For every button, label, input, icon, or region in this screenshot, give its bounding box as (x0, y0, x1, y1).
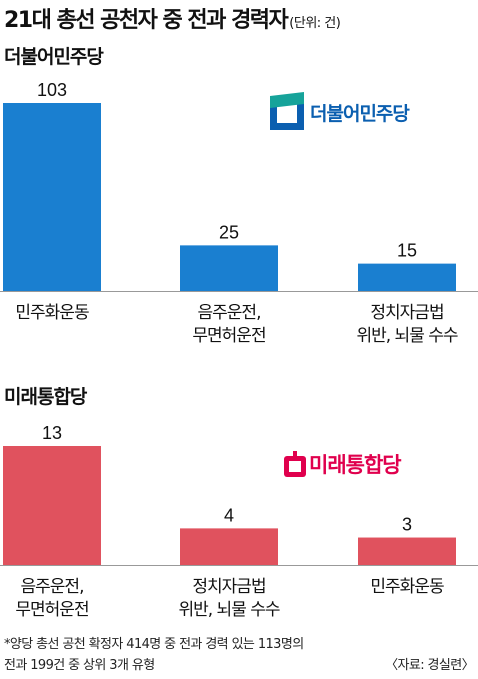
footnote-line-2: 전과 199건 중 상위 3개 유형 (4, 658, 155, 673)
category-label-democratic-3: 정치자금법 위반, 뇌물 수수 (356, 303, 457, 346)
data-label-ufp-1: 13 (42, 423, 62, 443)
democratic-party-logo: 더불어민주당 (270, 92, 410, 132)
category-label-ufp-3: 민주화운동 (370, 577, 444, 597)
democratic-party-logo-text: 더불어민주당 (310, 102, 410, 125)
bar-democratic-3 (358, 263, 456, 291)
chart-title-text: 21대 총선 공천자 중 전과 경력자 (4, 8, 289, 33)
ufp-logo-text: 미래통합당 (309, 453, 402, 477)
chart-title: 21대 총선 공천자 중 전과 경력자 (단위: 건) (4, 2, 341, 34)
data-label-democratic-1: 103 (37, 80, 67, 100)
bar-ufp-3 (358, 537, 456, 565)
data-label-democratic-2: 25 (219, 222, 239, 242)
ufp-logo-mark-icon (284, 451, 306, 477)
category-label-ufp-2: 정치자금법 위반, 뇌물 수수 (178, 577, 279, 620)
bar-democratic-1 (3, 103, 101, 291)
democratic-party-logo-mark-icon (270, 92, 304, 130)
footnote: *양당 총선 공천 확정자 414명 중 전과 경력 있는 113명의 전과 1… (4, 634, 475, 676)
data-label-ufp-2: 4 (224, 505, 234, 525)
party-title-ufp: 미래통합당 (4, 386, 87, 408)
category-label-democratic-1: 민주화운동 (15, 303, 89, 323)
data-label-democratic-3: 15 (397, 241, 417, 261)
unit-label: (단위: 건) (289, 16, 341, 31)
bar-ufp-1 (3, 446, 101, 565)
ufp-logo: 미래통합당 (284, 449, 402, 479)
category-label-democratic-2: 음주운전, 무면허운전 (192, 303, 265, 346)
footnote-line-1: *양당 총선 공천 확정자 414명 중 전과 경력 있는 113명의 (4, 637, 304, 652)
party-title-democratic: 더불어민주당 (4, 46, 104, 68)
bar-ufp-2 (180, 528, 278, 565)
data-label-ufp-3: 3 (402, 515, 412, 535)
bar-democratic-2 (180, 245, 278, 291)
source-label: 〈자료: 경실련〉 (385, 658, 475, 673)
category-label-ufp-1: 음주운전, 무면허운전 (15, 577, 88, 620)
